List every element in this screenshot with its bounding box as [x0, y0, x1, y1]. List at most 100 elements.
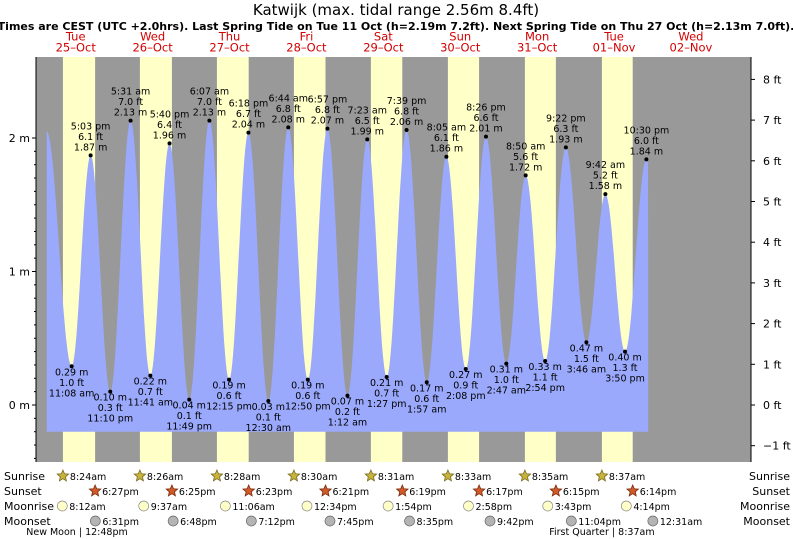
moonrise-time: 3:43pm [555, 502, 592, 513]
sunrise-time: 8:35am [532, 472, 568, 483]
tide-point-high [207, 118, 212, 123]
tide-label-low-18: 0.17 m [410, 383, 443, 394]
sunrise-star-icon [210, 468, 224, 482]
tide-label-low-22: 1.0 ft [494, 375, 519, 386]
tide-label-low-20: 2:08 pm [446, 391, 486, 402]
sunrise-star-icon [595, 468, 609, 482]
moonset-time: 12:31am [660, 517, 702, 528]
moonrise-moon-icon [620, 500, 632, 512]
sunset-time: 6:21pm [332, 487, 369, 498]
tide-point-low [584, 340, 589, 345]
right-tick-label: 3 ft [763, 277, 782, 290]
moonrise-moon-icon [463, 500, 474, 512]
tide-label-high-19: 1.86 m [430, 144, 463, 155]
day-name-label: Thu [218, 30, 241, 44]
tide-label-low-28: 3:50 pm [605, 374, 645, 385]
tide-label-high-19: 6.1 ft [434, 133, 459, 144]
tide-point-low [108, 389, 113, 394]
tide-label-low-6: 0.1 ft [177, 411, 202, 422]
moonrise-moon-icon [382, 500, 394, 512]
right-tick-label: 0 ft [763, 399, 782, 412]
right-tick-label: −1 ft [763, 440, 791, 453]
tide-label-high-7: 7.0 ft [197, 97, 222, 108]
day-date-label: 25–Oct [56, 41, 97, 55]
moonset-time: 7:45pm [337, 517, 374, 528]
tide-label-high-9: 6.7 ft [236, 109, 261, 120]
day-date-label: 30–Oct [440, 41, 481, 55]
tide-point-high [644, 157, 649, 162]
tide-label-low-26: 3:46 am [567, 364, 606, 375]
tide-label-high-1: 5:03 pm [71, 121, 111, 132]
tide-point-low [187, 397, 192, 402]
day-date-label: 27–Oct [209, 41, 250, 55]
tide-point-high [246, 130, 251, 135]
moonset-time: 8:35pm [417, 517, 454, 528]
tide-label-low-0: 0.29 m [55, 367, 88, 378]
tide-label-high-15: 7:23 am [348, 105, 387, 116]
tide-point-low [266, 398, 271, 403]
tide-label-high-13: 6:57 pm [308, 95, 348, 106]
tide-label-high-27: 5.2 ft [593, 171, 618, 182]
right-tick-label: 4 ft [763, 236, 782, 249]
tide-label-low-24: 1.1 ft [533, 372, 558, 383]
tide-point-high [563, 145, 568, 150]
day-name-label: Wed [678, 30, 703, 44]
tide-label-low-0: 1.0 ft [59, 378, 84, 389]
row-label-moonrise-right: Moonrise [740, 500, 790, 513]
sunset-star-icon [242, 483, 256, 497]
moon-phase-label: First Quarter | 8:37am [549, 527, 654, 538]
tide-label-low-20: 0.9 ft [453, 380, 478, 391]
tide-label-high-19: 8:05 am [427, 123, 466, 134]
left-tick-label: 2 m [9, 132, 30, 145]
right-tick-label: 7 ft [763, 114, 782, 127]
tide-label-high-23: 1.72 m [509, 162, 542, 173]
tide-label-high-1: 6.1 ft [78, 132, 103, 143]
sunrise-star-icon [364, 468, 378, 482]
tide-label-low-24: 2:54 pm [525, 383, 565, 394]
tide-label-high-25: 9:22 pm [546, 113, 586, 124]
tide-label-high-1: 1.87 m [74, 142, 107, 153]
tide-point-low [345, 393, 350, 398]
tide-label-high-23: 5.6 ft [513, 152, 538, 163]
row-label-moonset-left: Moonset [4, 515, 51, 528]
row-label-sunrise-right: Sunrise [749, 470, 790, 483]
tide-label-low-28: 1.3 ft [613, 363, 638, 374]
moonrise-moon-icon [301, 500, 313, 512]
tide-label-low-2: 11:10 pm [87, 414, 133, 425]
day-name-label: Sun [449, 30, 471, 44]
sunrise-star-icon [56, 468, 70, 482]
day-date-label: 29–Oct [363, 41, 404, 55]
sunset-star-icon [395, 483, 409, 497]
moonset-time: 7:12pm [258, 517, 295, 528]
tide-label-low-2: 0.10 m [94, 393, 127, 404]
axes: 0 m 1 m 2 m −1 ft 0 ft 1 ft 2 ft 3 ft 4 ft 5 ft 6 … [9, 57, 791, 462]
moonset-moon-icon [484, 515, 496, 527]
tide-point-high [365, 137, 370, 142]
tide-point-low [424, 380, 429, 385]
moonrise-time: 4:14pm [633, 502, 670, 513]
moonrise-time: 12:34pm [314, 502, 357, 513]
tide-label-high-3: 7.0 ft [118, 97, 143, 108]
tide-point-low [463, 366, 468, 371]
tide-label-low-16: 1:27 pm [367, 399, 407, 410]
day-date-label: 31–Oct [517, 41, 558, 55]
tide-point-high [483, 134, 488, 139]
chart-title: Katwijk (max. tidal range 2.56m 8.4ft) [253, 1, 539, 19]
moonrise-time: 2:58pm [475, 502, 512, 513]
left-tick-label: 1 m [9, 266, 30, 279]
tide-label-high-5: 5:40 pm [150, 109, 190, 120]
tide-label-high-21: 6.6 ft [473, 113, 498, 124]
sunrise-star-icon [287, 468, 301, 482]
tide-point-low [148, 373, 153, 378]
tide-label-high-15: 6.5 ft [355, 116, 380, 127]
tide-label-high-17: 6.8 ft [394, 106, 419, 117]
day-name-label: Tue [65, 30, 86, 44]
moonrise-time: 11:06am [232, 502, 274, 513]
tide-label-low-4: 0.22 m [134, 377, 167, 388]
tide-label-high-13: 6.8 ft [315, 105, 340, 116]
sunset-star-icon [549, 483, 563, 497]
sunrise-time: 8:24am [70, 472, 106, 483]
row-label-moonrise-left: Moonrise [4, 500, 54, 513]
sunset-time: 6:15pm [563, 487, 600, 498]
day-date-label: 01–Nov [593, 41, 636, 55]
